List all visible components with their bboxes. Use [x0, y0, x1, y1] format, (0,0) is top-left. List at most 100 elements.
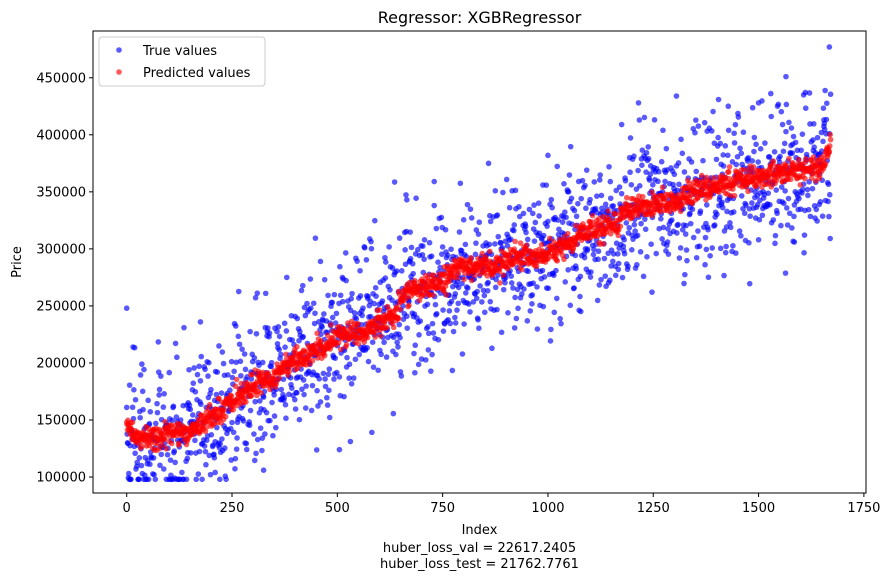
data-point — [233, 376, 240, 383]
data-point — [324, 332, 331, 339]
data-point — [824, 100, 830, 107]
data-point — [225, 372, 231, 378]
data-point — [126, 382, 133, 388]
data-point — [190, 380, 197, 387]
data-point — [355, 320, 361, 327]
data-point — [778, 222, 784, 229]
data-point — [765, 190, 772, 196]
data-point — [468, 215, 475, 221]
data-point — [349, 290, 355, 297]
data-point — [717, 245, 724, 252]
data-point — [259, 359, 266, 366]
data-point — [286, 368, 293, 375]
data-point — [746, 205, 753, 212]
data-point — [809, 185, 816, 192]
data-point — [321, 352, 328, 359]
data-point — [376, 307, 383, 313]
data-point — [129, 404, 136, 411]
data-point — [234, 435, 240, 441]
data-point — [600, 241, 607, 247]
data-point — [183, 476, 190, 483]
data-point — [822, 160, 829, 167]
data-point — [798, 147, 804, 154]
data-point — [782, 270, 789, 276]
data-point — [610, 203, 617, 209]
data-point — [318, 338, 324, 344]
data-point — [546, 235, 553, 242]
data-point — [662, 178, 668, 185]
data-point — [168, 440, 175, 447]
data-point — [276, 346, 282, 353]
data-point — [425, 330, 432, 337]
legend-marker-true — [116, 47, 122, 53]
data-point — [368, 238, 374, 245]
data-point — [679, 150, 686, 157]
data-point — [735, 114, 742, 120]
data-point — [465, 285, 471, 291]
y-tick-label: 400000 — [36, 128, 86, 143]
data-point — [596, 282, 603, 288]
data-point — [663, 145, 670, 152]
data-point — [268, 359, 275, 366]
data-point — [291, 396, 298, 403]
data-point — [465, 301, 472, 307]
data-point — [304, 300, 310, 307]
data-point — [395, 344, 401, 350]
data-point — [415, 361, 422, 368]
data-point — [632, 228, 638, 234]
data-point — [553, 267, 559, 274]
data-point — [781, 200, 787, 207]
data-point — [235, 333, 242, 340]
data-point — [384, 324, 390, 331]
data-point — [322, 383, 329, 390]
data-point — [541, 274, 548, 280]
y-tick-label: 350000 — [36, 185, 86, 200]
data-point — [738, 150, 745, 157]
data-point — [827, 91, 834, 98]
data-point — [326, 387, 332, 394]
data-point — [725, 152, 731, 159]
data-point — [369, 429, 375, 436]
data-point — [296, 416, 303, 423]
y-axis-label: Price — [10, 246, 25, 278]
data-point — [430, 330, 437, 336]
data-point — [205, 373, 211, 379]
data-point — [566, 172, 573, 178]
data-point — [741, 167, 747, 173]
data-point — [498, 329, 505, 336]
data-point — [563, 214, 569, 221]
data-point — [320, 370, 327, 377]
data-point — [410, 270, 416, 277]
data-point — [697, 208, 704, 214]
data-point — [382, 275, 389, 281]
data-point — [462, 241, 469, 248]
data-point — [615, 266, 622, 273]
data-point — [300, 377, 307, 383]
data-point — [783, 73, 789, 80]
data-point — [263, 409, 270, 416]
data-point — [428, 253, 435, 259]
data-point — [771, 149, 778, 155]
data-point — [700, 157, 706, 164]
data-point — [755, 159, 761, 165]
data-point — [172, 340, 179, 347]
data-point — [319, 324, 325, 330]
data-point — [753, 141, 759, 148]
data-point — [459, 280, 465, 287]
data-point — [324, 394, 330, 401]
data-point — [587, 274, 594, 280]
data-point — [664, 239, 671, 245]
data-point — [248, 376, 255, 382]
data-point — [298, 287, 305, 294]
data-point — [827, 136, 834, 143]
data-point — [759, 212, 766, 219]
data-point — [791, 239, 798, 245]
data-point — [613, 240, 620, 247]
data-point — [722, 143, 729, 149]
data-point — [280, 376, 287, 383]
data-point — [196, 363, 202, 370]
data-point — [786, 210, 793, 217]
data-point — [440, 328, 447, 334]
x-tick-label: 500 — [325, 501, 350, 516]
data-point — [648, 241, 654, 247]
